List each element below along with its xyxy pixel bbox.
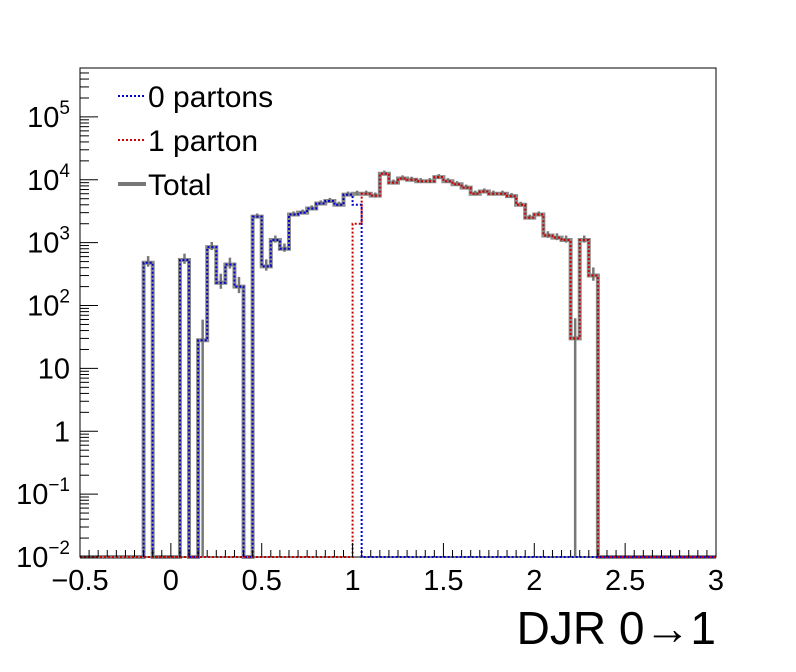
series-line-0-partons (80, 193, 716, 558)
x-tick-label: 2 (526, 565, 542, 597)
legend-label: 0 partons (148, 81, 273, 114)
y-tick-base: 10 (16, 479, 48, 511)
series-lines (80, 171, 716, 559)
error-bars (146, 170, 595, 557)
y-tick-exponent: 4 (59, 161, 70, 182)
legend-label: Total (148, 169, 211, 202)
y-tick-exponent: 5 (59, 98, 70, 119)
series-line-Total (80, 171, 716, 559)
y-tick-exponent: −2 (48, 538, 70, 559)
y-tick-label: 102 (27, 287, 70, 323)
x-tick-label: 0 (163, 565, 179, 597)
legend: 0 partons 1 parton Total (118, 81, 273, 202)
y-tick-label: 105 (27, 98, 70, 134)
y-tick-label: 10 (38, 353, 70, 385)
y-tick-exponent: 3 (59, 224, 70, 245)
x-tick-label: 3 (708, 565, 724, 597)
x-tick-label: 0.5 (242, 565, 282, 597)
y-tick-base: 10 (16, 542, 48, 574)
y-tick-label: 1 (54, 416, 70, 448)
y-tick-label: 104 (27, 161, 70, 197)
y-tick-exponent: −1 (48, 475, 70, 496)
y-tick-label: 103 (27, 224, 70, 260)
legend-label: 1 parton (148, 125, 258, 158)
x-tick-label: 1 (345, 565, 361, 597)
x-axis-label: DJR 0→1 (517, 602, 716, 654)
y-tick-base: 10 (27, 165, 59, 197)
x-tick-label: −0.5 (51, 565, 108, 597)
y-tick-label: 10−1 (16, 475, 70, 511)
y-tick-label: 10−2 (16, 538, 70, 574)
y-tick-base: 10 (27, 291, 59, 323)
y-tick-exponent: 2 (59, 287, 70, 308)
y-tick-base: 10 (38, 353, 70, 385)
y-tick-base: 10 (27, 228, 59, 260)
y-tick-base: 1 (54, 416, 70, 448)
y-tick-base: 10 (27, 102, 59, 134)
x-tick-label: 2.5 (605, 565, 645, 597)
x-tick-label: 1.5 (423, 565, 463, 597)
series-line-1-parton (80, 172, 716, 558)
